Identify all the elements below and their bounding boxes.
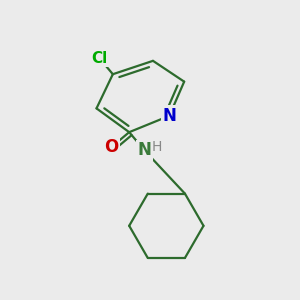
Text: Cl: Cl bbox=[91, 51, 108, 66]
Text: N: N bbox=[137, 141, 152, 159]
Text: H: H bbox=[152, 140, 162, 154]
Text: N: N bbox=[162, 107, 176, 125]
Text: O: O bbox=[104, 139, 118, 157]
